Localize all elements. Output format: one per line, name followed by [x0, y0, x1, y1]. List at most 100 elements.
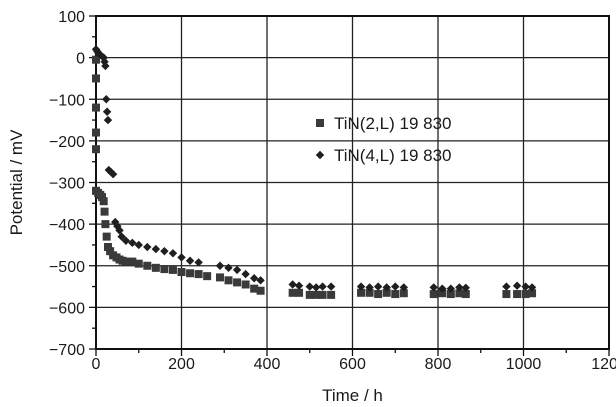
y-tick-labels: 100 0 −100 −200 −300 −400 −500 −600 −700 — [49, 9, 85, 359]
data-point-diamond — [305, 282, 314, 291]
legend-label-1: TiN(2,L) 19 830 — [334, 114, 451, 133]
y-tick-label: −600 — [49, 300, 85, 317]
data-point-diamond — [461, 283, 470, 293]
data-point-square — [305, 290, 314, 299]
x-tick-label: 800 — [425, 356, 452, 373]
data-point-square — [256, 286, 265, 295]
x-tick-label: 1000 — [506, 356, 542, 373]
data-point-square — [134, 259, 143, 268]
data-point-square — [528, 289, 537, 298]
data-point-square — [399, 289, 408, 298]
data-point-square — [121, 257, 130, 266]
data-point-diamond — [160, 246, 169, 256]
data-point-square — [357, 288, 366, 297]
data-point-diamond — [215, 261, 225, 270]
data-point-diamond — [194, 258, 203, 267]
data-point-diamond — [168, 249, 178, 258]
data-point-square — [391, 290, 400, 299]
y-axis-title: Potential / mV — [7, 129, 26, 235]
data-point-diamond — [373, 282, 383, 291]
data-point-square — [194, 270, 203, 279]
data-point-diamond — [151, 244, 161, 254]
data-point-diamond — [455, 283, 464, 292]
data-point-square — [177, 267, 186, 276]
data-point-square — [438, 289, 447, 298]
data-point-diamond — [382, 283, 391, 292]
x-tick-label: 400 — [254, 356, 281, 373]
grid — [95, 15, 610, 350]
data-point-square — [92, 74, 100, 83]
series-2 — [91, 45, 537, 293]
data-point-diamond — [399, 283, 408, 292]
data-point-square — [168, 265, 177, 274]
data-point-diamond — [527, 283, 537, 292]
data-point-diamond — [241, 269, 250, 279]
legend-marker-diamond — [315, 150, 325, 160]
data-point-square — [288, 288, 297, 297]
series-1 — [92, 55, 537, 299]
data-point-diamond — [288, 280, 297, 289]
legend-marker-square — [316, 119, 324, 127]
data-point-diamond — [128, 238, 137, 248]
x-tick-label: 1200 — [591, 356, 616, 373]
data-point-square — [92, 128, 100, 137]
data-point-square — [295, 288, 304, 297]
data-point-diamond — [356, 282, 366, 291]
data-point-square — [92, 145, 100, 154]
data-point-square — [461, 290, 470, 299]
y-tick-label: −200 — [49, 134, 85, 151]
series-layer — [91, 45, 537, 299]
data-point-diamond — [521, 282, 530, 291]
y-tick-label: −500 — [49, 259, 85, 276]
data-point-diamond — [294, 281, 304, 290]
data-point-square — [382, 288, 391, 297]
data-point-square — [327, 290, 336, 299]
data-point-diamond — [102, 95, 111, 104]
data-point-square — [128, 257, 137, 266]
data-point-square — [429, 290, 438, 299]
data-point-diamond — [102, 107, 112, 116]
y-tick-label: −700 — [49, 342, 85, 359]
data-point-square — [100, 207, 109, 216]
legend: TiN(2,L) 19 830 TiN(4,L) 19 830 — [315, 114, 451, 165]
data-point-square — [455, 289, 464, 298]
data-point-square — [446, 290, 455, 299]
x-tick-label: 600 — [339, 356, 366, 373]
data-point-square — [521, 290, 530, 299]
data-point-diamond — [311, 283, 321, 292]
data-point-diamond — [224, 263, 233, 273]
data-point-square — [92, 103, 100, 112]
data-point-square — [143, 261, 152, 270]
y-tick-label: −300 — [49, 176, 85, 193]
data-point-square — [215, 273, 224, 282]
legend-item-1: TiN(2,L) 19 830 — [316, 114, 451, 133]
y-tick-label: −400 — [49, 217, 85, 234]
data-point-square — [374, 290, 383, 299]
data-point-square — [99, 197, 108, 206]
data-point-square — [318, 290, 327, 299]
data-point-square — [241, 280, 250, 289]
data-point-diamond — [391, 282, 400, 291]
data-point-diamond — [134, 240, 143, 250]
data-point-square — [502, 290, 511, 299]
axis-ticks — [89, 15, 610, 356]
x-tick-label: 200 — [168, 356, 195, 373]
data-point-square — [102, 232, 111, 241]
data-point-diamond — [117, 232, 126, 241]
data-point-diamond — [177, 253, 186, 262]
data-point-diamond — [100, 57, 109, 66]
data-point-square — [233, 278, 242, 287]
data-point-diamond — [512, 281, 522, 290]
data-point-diamond — [96, 51, 106, 60]
legend-item-2: TiN(4,L) 19 830 — [315, 146, 451, 165]
data-point-square — [224, 276, 233, 285]
data-point-square — [513, 290, 522, 299]
data-point-square — [151, 263, 160, 272]
x-tick-labels: 0 200 400 600 800 1000 1200 — [92, 356, 616, 373]
data-point-square — [97, 193, 106, 202]
data-point-diamond — [326, 282, 336, 291]
data-point-square — [365, 288, 374, 297]
data-point-diamond — [101, 61, 110, 71]
data-point-square — [106, 247, 115, 256]
